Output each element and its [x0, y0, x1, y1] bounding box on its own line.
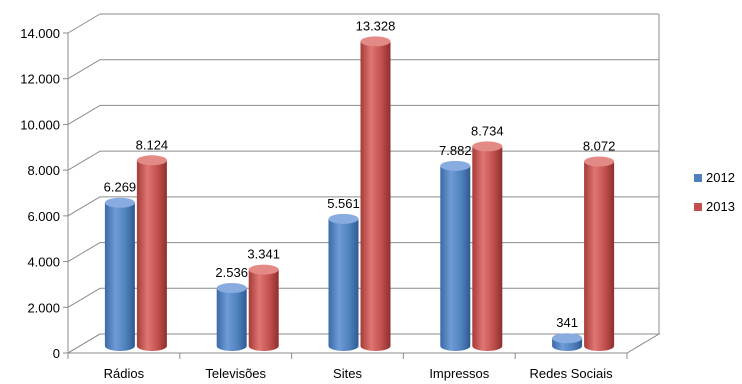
bar-top: [216, 283, 247, 294]
gridline-side: [67, 104, 101, 125]
data-label: 5.561: [327, 196, 360, 211]
bar-body: [472, 146, 503, 352]
y-tick-label: 8.000: [27, 163, 60, 178]
bar-body: [328, 218, 359, 352]
x-category-label: Sites: [333, 366, 362, 381]
bar-2012-Impressos: [440, 160, 471, 352]
bar-top: [584, 156, 615, 167]
data-label: 13.328: [356, 18, 396, 33]
x-category-label: Impressos: [429, 366, 489, 381]
bar-top: [552, 333, 583, 344]
bar-body: [584, 161, 615, 352]
y-tick-label: 12.000: [20, 72, 60, 87]
y-tick-label: 4.000: [27, 255, 60, 270]
gridline-side: [67, 196, 101, 217]
data-label: 7.882: [439, 143, 472, 158]
bar-top: [328, 213, 359, 224]
bar-body: [104, 202, 135, 352]
gridline-side: [67, 13, 101, 34]
data-label: 341: [556, 315, 578, 330]
data-label: 3.341: [247, 247, 280, 262]
legend: 2012 2013: [694, 170, 735, 214]
bar-2013-Televisões: [248, 264, 279, 351]
bar-body: [248, 269, 279, 351]
y-tick-label: 10.000: [20, 117, 60, 132]
bar-top: [440, 160, 471, 171]
chart-labels: 0 2.000 4.000 6.000 8.000 10.000 12.000 14.000 R…: [20, 18, 615, 381]
bar-top: [136, 155, 167, 166]
bar-top: [360, 36, 391, 47]
bar-top: [472, 141, 503, 152]
gridline-side: [67, 150, 101, 171]
data-label: 8.072: [583, 138, 616, 153]
bar-body: [360, 41, 391, 352]
y-tick-label: 2.000: [27, 300, 60, 315]
x-category-label: Televisões: [205, 366, 266, 381]
chart-floor: [66, 333, 661, 354]
bar-2012-Redes Sociais: [552, 333, 583, 352]
chart-bars: [104, 36, 615, 352]
x-category-label: Rádios: [104, 366, 145, 381]
y-tick-label: 0: [53, 346, 60, 361]
data-label: 8.124: [136, 137, 169, 152]
gridline-side: [67, 287, 101, 308]
gridline-side: [67, 242, 101, 263]
y-tick-label: 6.000: [27, 209, 60, 224]
legend-label: 2013: [706, 199, 735, 214]
bar-2013-Sites: [360, 36, 391, 352]
bar-body: [440, 165, 471, 352]
legend-label: 2012: [706, 170, 735, 185]
bar-2012-Sites: [328, 213, 359, 352]
data-label: 2.536: [215, 265, 248, 280]
bar-top: [104, 197, 135, 208]
bar-body: [216, 288, 247, 351]
legend-swatch: [694, 203, 702, 211]
x-category-label: Redes Sociais: [530, 366, 614, 381]
data-label: 6.269: [104, 180, 137, 195]
legend-swatch: [694, 174, 702, 182]
bar-2013-Impressos: [472, 141, 503, 352]
bar-top: [248, 264, 279, 275]
y-tick-label: 14.000: [20, 26, 60, 41]
bar-2012-Rádios: [104, 197, 135, 352]
bar-2012-Televisões: [216, 283, 247, 351]
bar-2013-Rádios: [136, 155, 167, 352]
data-label: 8.734: [471, 123, 504, 138]
bar-body: [136, 160, 167, 352]
gridline-side: [67, 59, 101, 80]
bar-2013-Redes Sociais: [584, 156, 615, 352]
